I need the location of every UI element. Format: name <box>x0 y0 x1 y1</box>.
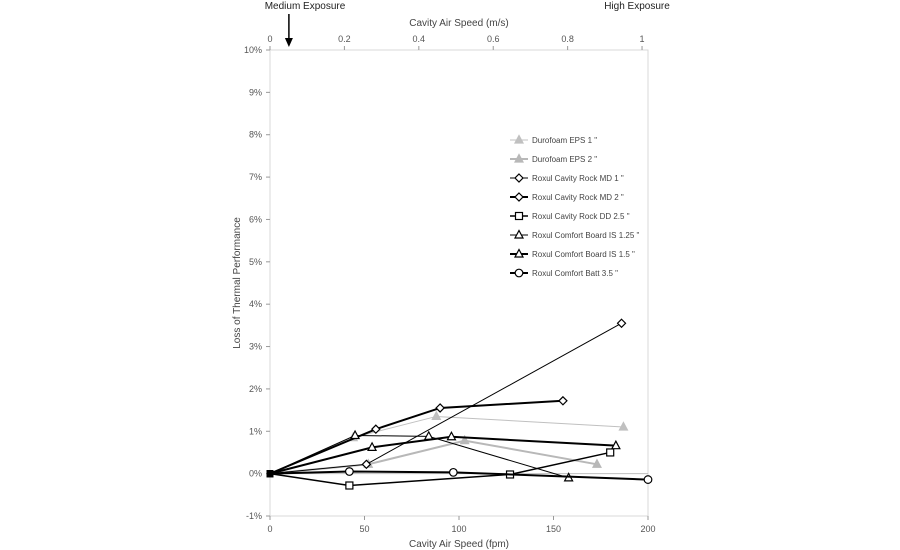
x2-tick-label: 0 <box>267 34 272 44</box>
series-line <box>269 435 569 479</box>
plot-area: 0 50 100 150 200 0 0.2 0.4 0.6 0.8 1 -1% 0% 1% 2% 3% 4% 5… <box>244 1 670 534</box>
series-line <box>269 470 649 481</box>
x-tick-label: 100 <box>451 524 466 534</box>
data-point <box>344 467 354 476</box>
data-point <box>459 434 470 445</box>
data-point <box>435 403 445 413</box>
y-tick-label: 1% <box>249 426 262 436</box>
series-7 <box>266 431 621 478</box>
plot-border <box>269 49 649 517</box>
origin-point <box>266 470 274 478</box>
data-point <box>591 458 602 468</box>
legend-swatch-marker <box>514 211 524 221</box>
y-tick-label: 8% <box>249 130 262 140</box>
x2-tick-label: 0.4 <box>413 34 426 44</box>
data-point <box>446 431 457 441</box>
y-tick-label: -1% <box>246 511 262 521</box>
legend: Durofoam EPS 1 " Durofoam EPS 2 " Roxul Ca… <box>510 134 639 278</box>
x-tick-label: 0 <box>267 524 272 534</box>
x2-tick-label: 1 <box>640 34 645 44</box>
y-tick-label: 7% <box>249 172 262 182</box>
data-point <box>370 424 381 435</box>
legend-label: Durofoam EPS 2 " <box>532 155 597 164</box>
legend-label: Roxul Comfort Board IS 1.5 " <box>532 250 635 259</box>
high-exposure-label: High Exposure <box>604 1 670 12</box>
legend-item: Durofoam EPS 1 " <box>510 134 597 145</box>
data-point <box>606 448 615 457</box>
top-x-axis-title: Cavity Air Speed (m/s) <box>409 18 508 29</box>
y-tick-label: 4% <box>249 299 262 309</box>
data-point <box>616 318 627 329</box>
data-point <box>345 481 354 490</box>
x2-tick-label: 0.6 <box>487 34 500 44</box>
data-point <box>610 439 621 450</box>
y-tick-label: 10% <box>244 45 262 55</box>
legend-item: Roxul Comfort Batt 3.5 " <box>510 268 618 278</box>
y-tick-label: 3% <box>249 342 262 352</box>
legend-item: Roxul Cavity Rock MD 1 " <box>510 173 624 183</box>
medium-exposure-label: Medium Exposure <box>265 1 346 12</box>
series-line <box>269 451 611 487</box>
x-tick-label: 50 <box>359 524 369 534</box>
data-point <box>618 421 629 431</box>
legend-swatch-marker <box>514 229 524 239</box>
data-point <box>558 395 568 406</box>
legend-item: Durofoam EPS 2 " <box>510 153 597 164</box>
data-point <box>350 429 361 440</box>
series-line <box>269 399 564 475</box>
data-point <box>361 459 372 470</box>
legend-swatch-marker <box>514 268 524 278</box>
legend-item: Roxul Cavity Rock MD 2 " <box>510 192 624 202</box>
y-axis-title: Loss of Thermal Performance <box>232 217 243 349</box>
series-line <box>269 435 616 475</box>
series-8 <box>266 467 653 484</box>
legend-item: Roxul Comfort Board IS 1.5 " <box>510 248 635 259</box>
legend-swatch-marker <box>514 153 524 163</box>
x-tick-label: 200 <box>640 524 655 534</box>
data-point <box>423 430 434 440</box>
data-point <box>431 410 442 421</box>
legend-label: Roxul Cavity Rock DD 2.5 " <box>532 212 630 221</box>
x2-tick-label: 0.8 <box>561 34 574 44</box>
legend-label: Roxul Comfort Batt 3.5 " <box>532 269 618 278</box>
legend-swatch-marker <box>514 192 524 202</box>
medium-exposure-arrowhead <box>284 38 293 47</box>
legend-swatch-marker <box>514 134 524 144</box>
y-tick-label: 0% <box>249 469 262 479</box>
legend-item: Roxul Comfort Board IS 1.25 " <box>510 229 639 240</box>
x2-tick-label: 0.2 <box>338 34 351 44</box>
y-tick-label: 6% <box>249 214 262 224</box>
legend-label: Roxul Comfort Board IS 1.25 " <box>532 231 639 240</box>
legend-swatch-marker <box>514 248 524 258</box>
legend-label: Roxul Cavity Rock MD 2 " <box>532 193 624 202</box>
data-point <box>367 441 378 451</box>
x-axis-title: Cavity Air Speed (fpm) <box>409 539 509 550</box>
data-point <box>448 467 458 477</box>
legend-item: Roxul Cavity Rock DD 2.5 " <box>510 211 630 221</box>
y-tick-label: 2% <box>249 384 262 394</box>
y-tick-label: 5% <box>249 257 262 267</box>
y-tick-label: 9% <box>249 87 262 97</box>
legend-label: Durofoam EPS 1 " <box>532 136 597 145</box>
legend-label: Roxul Cavity Rock MD 1 " <box>532 174 624 183</box>
data-point <box>643 475 653 484</box>
x-tick-label: 150 <box>546 524 561 534</box>
legend-swatch-marker <box>514 173 524 183</box>
